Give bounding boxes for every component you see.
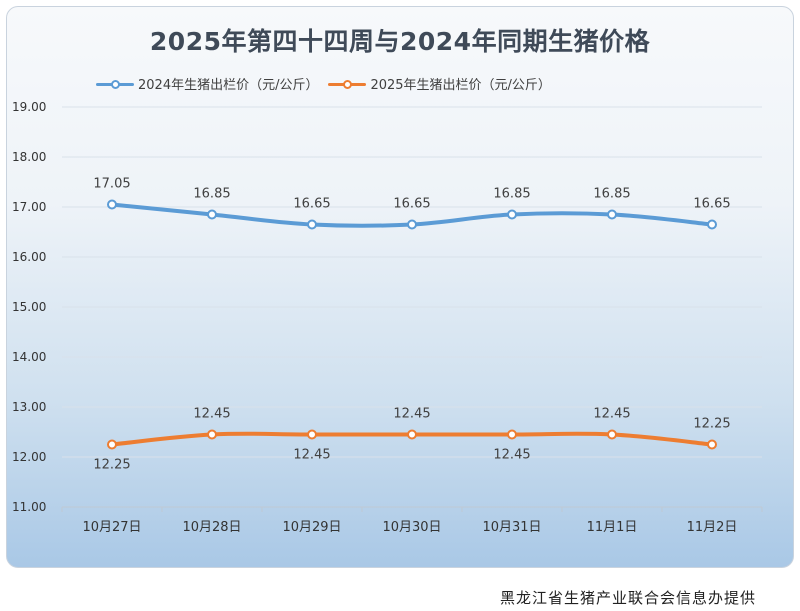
- data-label: 16.85: [193, 187, 230, 202]
- legend-swatch-2024: [96, 78, 134, 90]
- data-point-2024: [607, 209, 617, 220]
- chart-legend: 2024年生猪出栏价（元/公斤） 2025年生猪出栏价（元/公斤）: [96, 74, 551, 93]
- data-point-2024: [107, 199, 117, 210]
- footer-credit: 黑龙江省生猪产业联合会信息办提供: [499, 589, 756, 607]
- y-tick-label: 13.00: [12, 400, 46, 414]
- data-point-2025: [307, 429, 317, 440]
- y-tick-label: 19.00: [12, 100, 46, 114]
- x-tick-label: 10月29日: [282, 520, 341, 535]
- legend-label-2024: 2024年生猪出栏价（元/公斤）: [138, 78, 319, 93]
- y-tick-label: 12.00: [12, 450, 46, 464]
- data-label: 12.45: [593, 407, 630, 422]
- x-tick-label: 10月31日: [482, 520, 541, 535]
- data-point-2024: [307, 219, 317, 230]
- chart-card: [6, 6, 794, 568]
- legend-label-2025: 2025年生猪出栏价（元/公斤）: [370, 78, 551, 93]
- data-point-2025: [507, 429, 517, 440]
- x-tick-label: 11月1日: [587, 520, 638, 535]
- y-tick-label: 14.00: [12, 350, 46, 364]
- data-label: 12.45: [393, 407, 430, 422]
- x-tick-label: 11月2日: [687, 520, 738, 535]
- y-tick-label: 17.00: [12, 200, 46, 214]
- legend-item-2024: 2024年生猪出栏价（元/公斤）: [96, 74, 318, 93]
- data-point-2025: [107, 439, 117, 450]
- data-label: 16.85: [593, 187, 630, 202]
- x-tick-label: 10月28日: [182, 520, 241, 535]
- data-point-2025: [207, 429, 217, 440]
- data-point-2024: [407, 219, 417, 230]
- y-tick-label: 18.00: [12, 150, 46, 164]
- data-label: 16.65: [293, 197, 330, 212]
- legend-item-2025: 2025年生猪出栏价（元/公斤）: [328, 74, 551, 93]
- legend-swatch-2025: [328, 78, 367, 90]
- data-point-2024: [207, 209, 217, 220]
- data-label: 16.65: [693, 197, 730, 212]
- data-label: 12.25: [693, 417, 730, 432]
- data-label: 17.05: [93, 177, 130, 192]
- data-label: 16.85: [493, 187, 530, 202]
- y-tick-label: 11.00: [12, 500, 46, 514]
- data-point-2025: [407, 429, 417, 440]
- chart-title: 2025年第四十四周与2024年同期生猪价格: [149, 27, 651, 56]
- y-tick-label: 16.00: [12, 250, 46, 264]
- x-tick-label: 10月30日: [382, 520, 441, 535]
- data-label: 16.65: [393, 197, 430, 212]
- data-point-2025: [707, 439, 717, 450]
- data-label: 12.45: [493, 448, 530, 463]
- data-label: 12.45: [193, 407, 230, 422]
- data-label: 12.25: [93, 458, 130, 473]
- data-point-2024: [507, 209, 517, 220]
- x-tick-label: 10月27日: [82, 520, 141, 535]
- data-label: 12.45: [293, 448, 330, 463]
- data-point-2025: [607, 429, 617, 440]
- data-point-2024: [707, 219, 717, 230]
- y-tick-label: 15.00: [12, 300, 46, 314]
